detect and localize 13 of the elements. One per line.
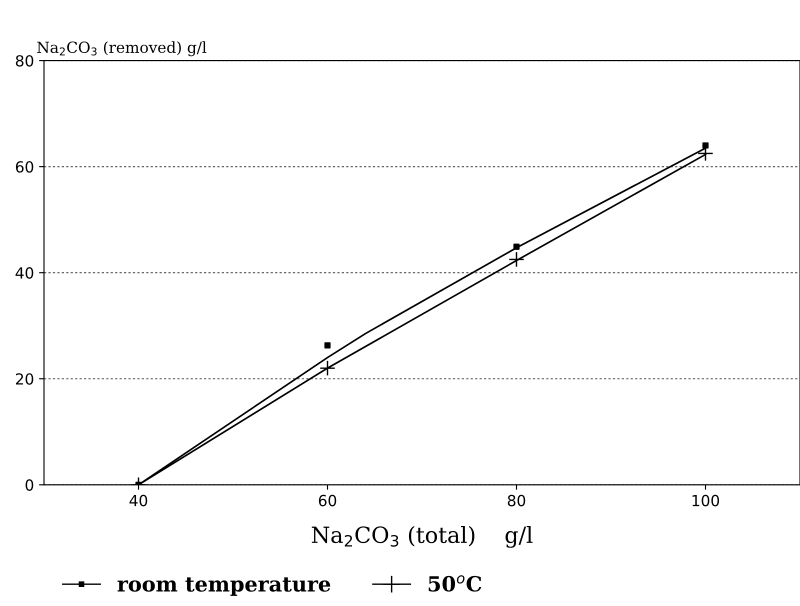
y-tick-label: 80: [16, 55, 34, 67]
y-axis-title: Na$_{2}$CO$_{3}$ (removed) g/l: [37, 41, 206, 56]
y-tick-label: 0: [26, 479, 34, 491]
legend-label: 50$^{o}$C: [428, 575, 482, 592]
x-axis-title: Na$_{2}$CO$_{3}$ (total) g/l: [312, 526, 533, 548]
x-tick-label: 80: [508, 494, 526, 506]
y-tick-label: 40: [16, 267, 34, 279]
x-tick-label: 60: [318, 494, 336, 506]
y-tick-label: 60: [16, 161, 34, 173]
x-tick-label: 40: [130, 494, 148, 506]
y-tick-label: 20: [16, 373, 34, 385]
x-tick-label: 100: [692, 494, 720, 506]
legend-label: room temperature: [118, 577, 330, 596]
